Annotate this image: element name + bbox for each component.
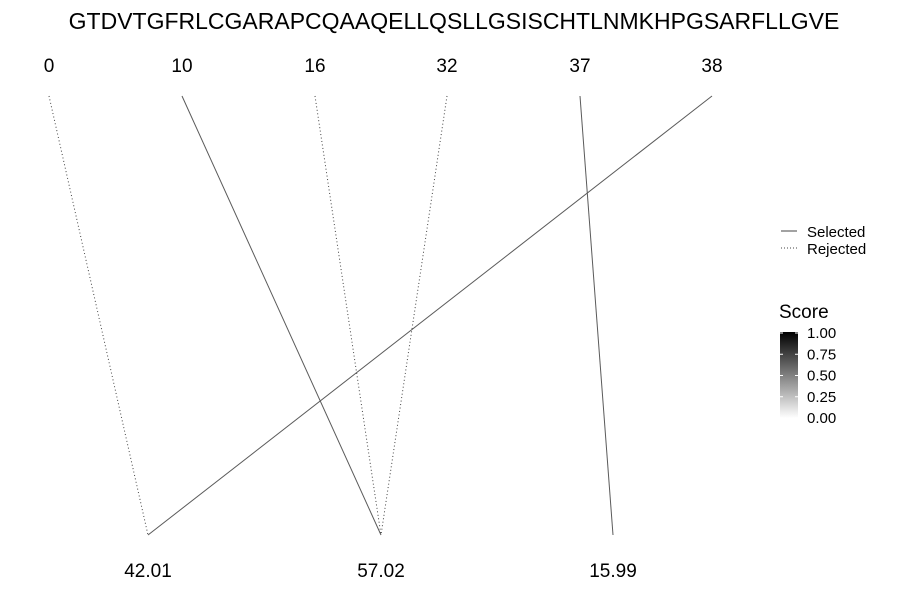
legend-rejected-label: Rejected: [807, 241, 866, 258]
score-tick-label: 0.50: [807, 368, 836, 385]
sequence-title: GTDVTGFRLCGARAPCQAAQELLQSLLGSISCHTLNMKHP…: [69, 8, 840, 34]
top-position-label: 0: [44, 56, 55, 77]
score-tick-label: 0.25: [807, 389, 836, 406]
top-position-label: 38: [701, 56, 722, 77]
score-tick-label: 0.00: [807, 410, 836, 427]
link-rejected-3: [380, 95, 448, 536]
score-legend-title: Score: [779, 302, 829, 323]
score-tick-label: 1.00: [807, 325, 836, 342]
bottom-score-labels: 42.01 57.02 15.99: [124, 561, 637, 582]
legend-selected-label: Selected: [807, 224, 865, 241]
score-colorbar: [780, 332, 798, 418]
top-position-label: 16: [304, 56, 325, 77]
link-selected-5: [147, 95, 713, 536]
links: [48, 95, 713, 536]
link-selected-4: [579, 95, 614, 536]
link-selected-1: [181, 95, 382, 536]
top-position-label: 32: [436, 56, 457, 77]
bottom-score-label: 15.99: [589, 561, 637, 582]
top-position-label: 10: [171, 56, 192, 77]
legend: Selected Rejected Score 1.00 0.75 0.50 0.25…: [779, 224, 866, 427]
link-rejected-0: [48, 95, 149, 536]
bottom-score-label: 57.02: [357, 561, 405, 582]
score-ticks: 1.00 0.75 0.50 0.25 0.00: [780, 325, 836, 427]
link-rejected-2: [314, 95, 382, 536]
bottom-score-label: 42.01: [124, 561, 172, 582]
top-position-labels: 0 10 16 32 37 38: [44, 56, 723, 77]
top-position-label: 37: [569, 56, 590, 77]
score-tick-label: 0.75: [807, 346, 836, 363]
